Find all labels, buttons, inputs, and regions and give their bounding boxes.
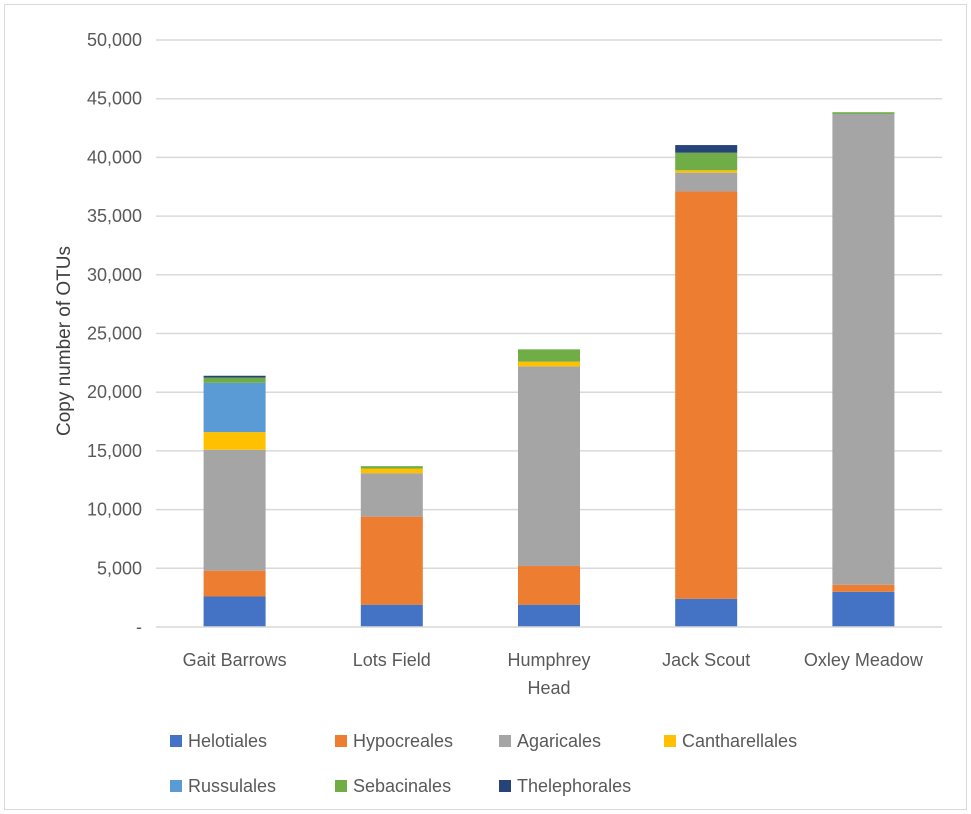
bar-segment-agaricales [360, 473, 423, 517]
y-tick-label: 40,000 [87, 147, 142, 167]
y-tick-label: 5,000 [97, 558, 142, 578]
bar-segment-cantharellales [203, 432, 266, 450]
bar-segment-cantharellales [675, 170, 738, 173]
bar-segment-sebacinales [360, 466, 423, 469]
bar-segment-sebacinales [832, 112, 895, 114]
bar-segment-cantharellales [360, 468, 423, 474]
y-tick-label: 20,000 [87, 382, 142, 402]
y-tick-label: 10,000 [87, 500, 142, 520]
legend-item-helotiales: Helotiales [170, 731, 267, 751]
bar-segment-agaricales [675, 172, 738, 192]
y-tick-label: - [136, 617, 142, 637]
bar-segment-agaricales [518, 366, 580, 566]
legend-label: Cantharellales [682, 731, 797, 751]
legend-label: Agaricales [517, 731, 601, 751]
legend-swatch [499, 780, 511, 792]
legend-swatch [499, 735, 511, 747]
legend-swatch [664, 735, 676, 747]
y-tick-label: 35,000 [87, 206, 142, 226]
bar-segment-hypocreales [203, 570, 266, 597]
legend-label: Hypocreales [353, 731, 453, 751]
chart-frame [4, 4, 967, 810]
legend-swatch [335, 735, 347, 747]
legend-item-hypocreales: Hypocreales [335, 731, 453, 751]
legend-item-thelephorales: Thelephorales [499, 776, 631, 796]
bar-segment-hypocreales [832, 584, 895, 592]
legend-swatch [335, 780, 347, 792]
bar-segment-thelephorales [203, 375, 266, 378]
y-tick-label: 50,000 [87, 30, 142, 50]
bar-segment-cantharellales [518, 361, 580, 367]
legend-label: Russulales [188, 776, 276, 796]
legend-label: Helotiales [188, 731, 267, 751]
y-tick-label: 30,000 [87, 265, 142, 285]
bar-segment-helotiales [203, 596, 266, 627]
legend-item-cantharellales: Cantharellales [664, 731, 797, 751]
legend-label: Thelephorales [517, 776, 631, 796]
legend: Helotiales Hypocreales Agaricales Cantharel… [170, 731, 797, 796]
y-axis-title: Copy number of OTUs [54, 246, 75, 436]
bar-segment-sebacinales [675, 152, 738, 171]
y-tick-label: 15,000 [87, 441, 142, 461]
bar-segment-helotiales [832, 591, 895, 627]
y-axis: - 5,000 10,000 15,000 20,000 25,000 30,000 35,0… [87, 30, 142, 637]
y-tick-label: 25,000 [87, 324, 142, 344]
bar-segment-hypocreales [518, 565, 580, 605]
x-tick-label: Jack Scout [662, 650, 750, 670]
legend-label: Sebacinales [353, 776, 451, 796]
bar-segment-sebacinales [203, 377, 266, 383]
bar-segment-russulales [203, 382, 266, 433]
legend-item-russulales: Russulales [170, 776, 276, 796]
x-tick-label: Gait Barrows [183, 650, 287, 670]
bar-segment-thelephorales [675, 145, 738, 153]
bar-segment-helotiales [360, 604, 423, 627]
bar-segment-sebacinales [518, 349, 580, 362]
bar-segment-agaricales [832, 113, 895, 585]
legend-swatch [170, 735, 182, 747]
bar-segment-helotiales [518, 604, 580, 627]
legend-item-sebacinales: Sebacinales [335, 776, 451, 796]
gridlines [156, 39, 942, 570]
x-tick-label: Oxley Meadow [804, 650, 924, 670]
y-tick-label: 45,000 [87, 89, 142, 109]
bars [203, 112, 895, 627]
x-tick-label: Lots Field [353, 650, 431, 670]
legend-swatch [170, 780, 182, 792]
x-axis: Gait Barrows Lots Field Humphrey Head Jack S… [156, 626, 942, 698]
bar-segment-agaricales [203, 449, 266, 571]
bar-segment-hypocreales [360, 516, 423, 605]
bar-segment-helotiales [675, 598, 738, 627]
x-tick-label: Humphrey Head [507, 650, 590, 698]
bar-segment-hypocreales [675, 191, 738, 599]
legend-item-agaricales: Agaricales [499, 731, 601, 751]
